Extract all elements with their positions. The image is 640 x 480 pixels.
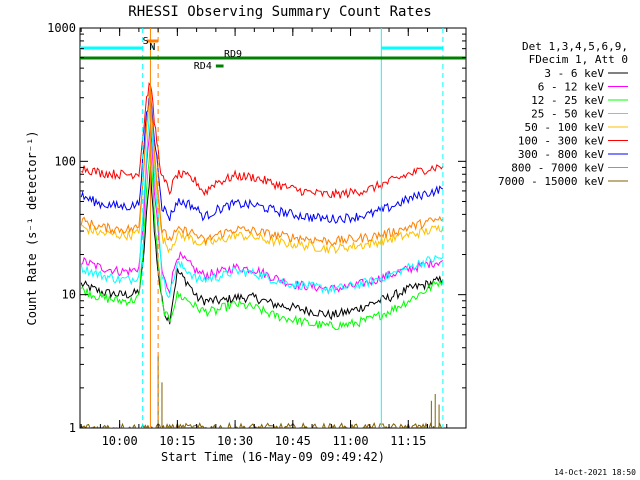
y-tick-label-0: 1 <box>69 421 76 435</box>
legend-label-7: 800 - 7000 keV <box>511 162 604 175</box>
legend-header-line-2: FDecim 1, Att 0 <box>529 53 628 66</box>
plot-area <box>80 28 444 428</box>
x-tick-label-0: 10:00 <box>102 434 138 448</box>
x-tick-label-4: 11:00 <box>332 434 368 448</box>
plot-frame <box>79 27 467 429</box>
render-timestamp: 14-Oct-2021 18:50 <box>554 468 636 477</box>
annotation-label-n: N <box>149 42 155 53</box>
y-tick-label-3: 1000 <box>47 21 76 35</box>
legend-label-5: 100 - 300 keV <box>518 135 604 148</box>
series-line-4 <box>81 84 444 255</box>
y-tick-label-2: 100 <box>54 154 76 168</box>
x-tick-label-2: 10:30 <box>217 434 253 448</box>
legend-label-6: 300 - 800 keV <box>518 148 604 161</box>
legend-label-8: 7000 - 15000 keV <box>498 175 604 188</box>
legend-label-2: 12 - 25 keV <box>531 94 604 107</box>
x-axis-label: Start Time (16-May-09 09:49:42) <box>161 450 385 464</box>
series-line-2 <box>80 141 444 331</box>
x-tick-label-5: 11:15 <box>390 434 426 448</box>
chart-title: RHESSI Observing Summary Count Rates <box>128 4 431 20</box>
series-line-6 <box>80 96 444 224</box>
x-tick-label-1: 10:15 <box>159 434 195 448</box>
legend-label-1: 6 - 12 keV <box>538 81 605 94</box>
series-line-5 <box>81 81 444 199</box>
legend-label-0: 3 - 6 keV <box>544 67 604 80</box>
x-tick-label-3: 10:45 <box>275 434 311 448</box>
legend-label-3: 25 - 50 keV <box>531 108 604 121</box>
annotation-label-rd9: RD9 <box>224 49 242 60</box>
annotation-label-rd4: RD4 <box>194 61 212 72</box>
y-axis-label: Count Rate (s⁻¹ detector⁻¹) <box>25 130 39 325</box>
annotation-label-s: S <box>143 36 149 47</box>
y-tick-label-1: 10 <box>62 288 76 302</box>
legend-header-line-1: Det 1,3,4,5,6,9, <box>522 40 628 53</box>
series-line-3 <box>80 99 444 298</box>
legend-label-4: 50 - 100 keV <box>525 121 605 134</box>
series-line-7 <box>80 88 444 246</box>
